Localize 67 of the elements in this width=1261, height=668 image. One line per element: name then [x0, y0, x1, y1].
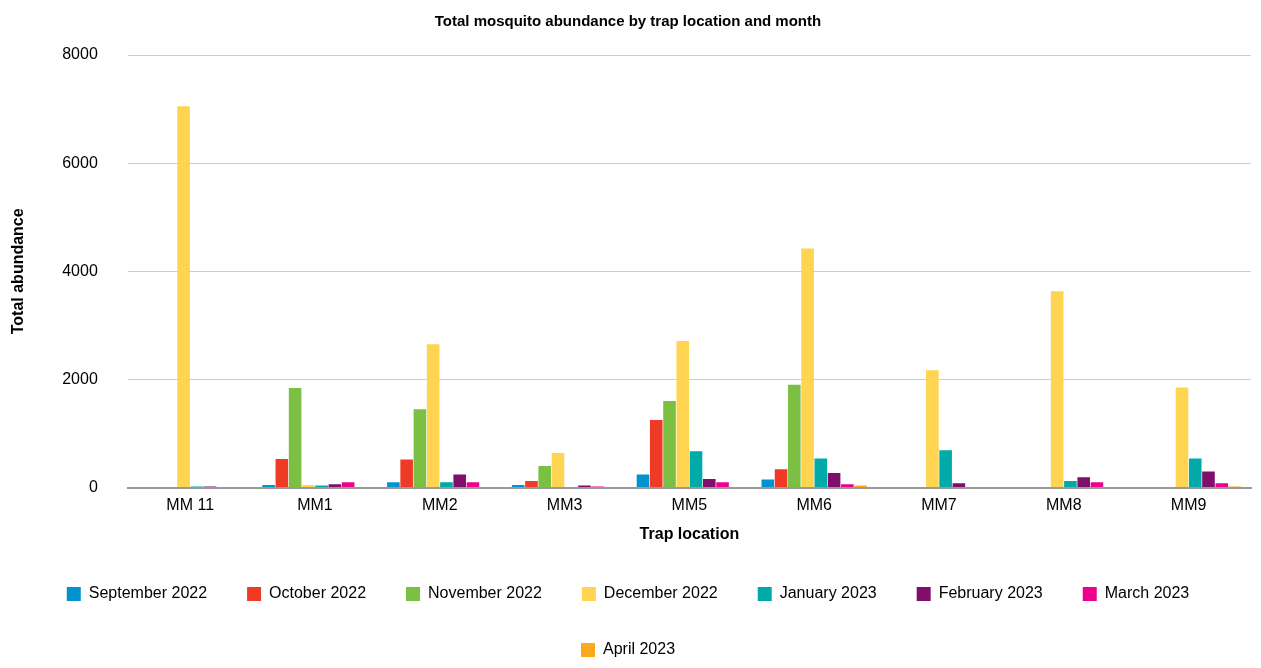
bar	[801, 248, 814, 488]
x-tick-label: MM1	[297, 495, 333, 513]
chart-title: Total mosquito abundance by trap location and month	[434, 12, 822, 30]
bar	[1175, 387, 1189, 488]
x-axis-title: Trap location	[639, 524, 740, 542]
bar	[649, 420, 663, 488]
legend-label: November 2022	[428, 584, 542, 602]
bar	[275, 458, 289, 488]
bar	[262, 484, 275, 488]
bar	[413, 409, 427, 488]
bar	[926, 370, 939, 488]
bar	[827, 473, 841, 488]
bar	[702, 478, 716, 488]
bar	[841, 484, 854, 488]
bar	[788, 384, 801, 488]
x-tick-label: MM3	[546, 495, 583, 513]
legend-label: February 2023	[938, 584, 1043, 602]
legend-label: December 2022	[603, 584, 718, 602]
y-tick-label: 8000	[62, 45, 98, 63]
bar	[177, 106, 190, 488]
bar	[453, 474, 466, 488]
x-tick-label: MM7	[921, 495, 957, 513]
legend-label: April 2023	[602, 640, 676, 658]
x-tick-label: MM 11	[166, 495, 215, 513]
legend-label: March 2023	[1104, 584, 1190, 602]
bar	[341, 482, 355, 488]
bar	[939, 450, 952, 488]
bar	[466, 482, 480, 488]
bar	[676, 341, 690, 488]
x-tick-label: MM2	[422, 495, 458, 513]
bar	[1077, 477, 1090, 488]
bar	[551, 452, 565, 488]
bar	[663, 401, 676, 488]
bar	[1090, 482, 1104, 488]
bar	[761, 479, 775, 488]
bar	[689, 451, 703, 488]
bar	[1064, 481, 1077, 488]
y-tick-label: 4000	[62, 261, 98, 279]
legend-label: October 2022	[269, 584, 367, 602]
bar	[440, 482, 453, 488]
bar	[774, 469, 788, 488]
bar	[288, 388, 302, 488]
x-tick-label: MM9	[1170, 495, 1207, 513]
bar	[716, 482, 729, 488]
bar	[525, 481, 538, 488]
bar	[1202, 471, 1215, 488]
y-tick-label: 6000	[62, 153, 98, 171]
bar	[400, 459, 413, 488]
x-tick-label: MM6	[796, 495, 833, 513]
bar	[1188, 458, 1202, 488]
legend-label: January 2023	[779, 584, 877, 602]
y-tick-label: 0	[88, 478, 98, 496]
bar	[302, 484, 315, 488]
bar	[426, 344, 440, 488]
x-tick-label: MM8	[1046, 495, 1082, 513]
bar	[636, 474, 650, 488]
bar	[952, 483, 966, 488]
y-axis-title: Total abundance	[9, 208, 27, 335]
bar	[1050, 291, 1064, 488]
y-tick-label: 2000	[62, 369, 98, 387]
bar	[538, 465, 552, 488]
bar	[387, 482, 400, 488]
x-tick-label: MM5	[671, 495, 708, 513]
bar	[814, 458, 828, 488]
bar	[1215, 483, 1229, 488]
bar	[328, 484, 342, 488]
legend-label: September 2022	[88, 584, 208, 602]
